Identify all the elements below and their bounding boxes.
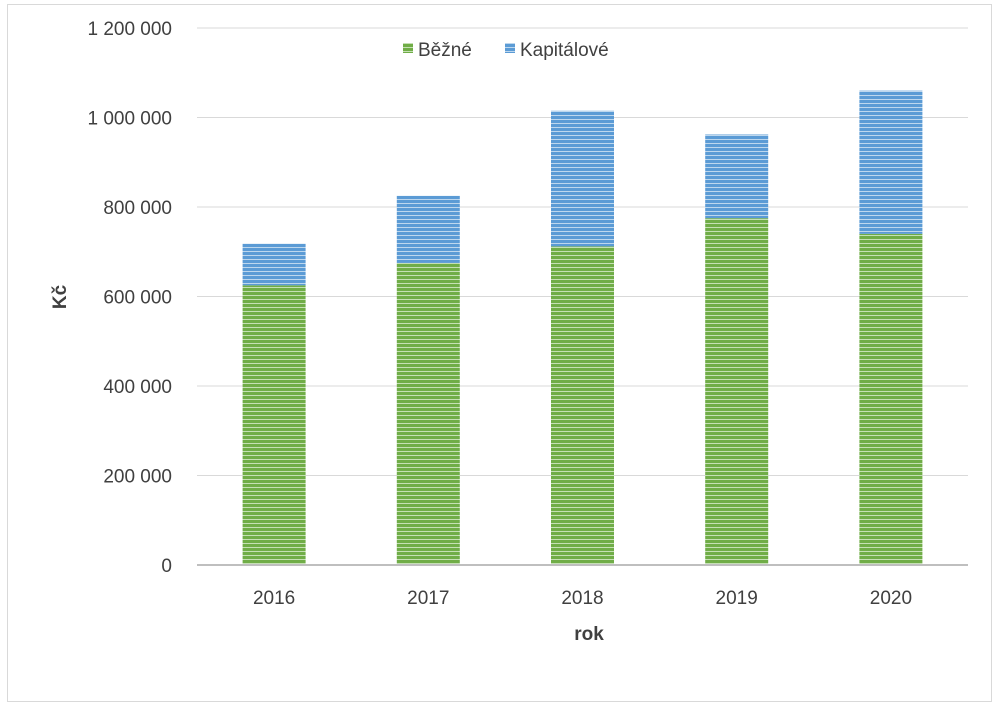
- legend-label-kapitalove: Kapitálové: [520, 40, 609, 61]
- x-tick-label: 2017: [407, 588, 449, 609]
- legend: Běžné Kapitálové: [403, 40, 609, 61]
- x-tick-label: 2019: [716, 588, 758, 609]
- x-axis-title: rok: [574, 624, 604, 645]
- y-tick-label: 600 000: [103, 288, 172, 309]
- bar-kapitalove-2020: [859, 90, 923, 234]
- bar-kapitalove-2016: [242, 243, 306, 286]
- y-tick-label: 1 000 000: [87, 109, 172, 130]
- bar-kapitalove-2017: [396, 195, 460, 263]
- x-tick-label: 2016: [253, 588, 295, 609]
- bar-bezne-2016: [242, 285, 306, 565]
- y-tick-label: 800 000: [103, 198, 172, 219]
- bar-bezne-2020: [859, 233, 923, 565]
- legend-label-bezne: Běžné: [418, 40, 472, 61]
- legend-swatch-kapitalove: [505, 43, 515, 53]
- bar-bezne-2019: [705, 218, 769, 565]
- y-tick-label: 0: [161, 556, 172, 577]
- bar-kapitalove-2019: [705, 134, 769, 219]
- bar-bezne-2018: [551, 246, 614, 565]
- y-axis-title: Kč: [50, 284, 71, 309]
- x-tick-label: 2020: [870, 588, 912, 609]
- bar-kapitalove-2018: [551, 110, 614, 247]
- legend-swatch-bezne: [403, 43, 413, 53]
- bar-bezne-2017: [396, 262, 460, 565]
- axes: 0 200 000 400 000 600 000 800 000 1 000 000 1 …: [87, 19, 968, 609]
- y-tick-label: 400 000: [103, 377, 172, 398]
- y-tick-label: 1 200 000: [87, 19, 172, 40]
- chart-area: [7, 4, 992, 702]
- x-tick-label: 2018: [561, 588, 603, 609]
- bars: [242, 90, 923, 565]
- y-tick-label: 200 000: [103, 467, 172, 488]
